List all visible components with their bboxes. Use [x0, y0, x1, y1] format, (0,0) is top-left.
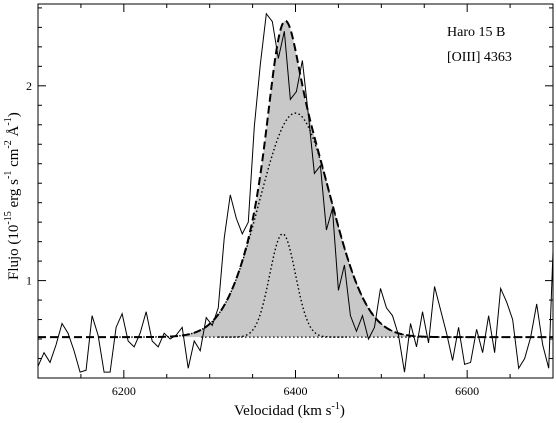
fit-area-fill	[183, 20, 408, 338]
total-fit-curve	[38, 19, 553, 339]
annotation-object: Haro 15 B	[447, 25, 505, 40]
total-fit	[38, 19, 553, 339]
annotation-line: [OIII] 4363	[447, 50, 512, 65]
x-tick-label: 6400	[284, 384, 308, 398]
x-tick-label: 6200	[112, 384, 136, 398]
y-axis-ticks: 12	[26, 7, 553, 360]
y-tick-label: 2	[26, 79, 32, 93]
fit-area	[183, 20, 408, 338]
observed-spectrum	[38, 12, 553, 373]
x-tick-label: 6600	[455, 384, 479, 398]
x-axis-label: Velocidad (km s-1)	[234, 401, 345, 419]
y-axis-label: Flujo (10-15 erg s-1 cm-2 Å-1)	[3, 112, 22, 280]
x-axis-ticks: 6200 6400 6600	[37, 4, 554, 398]
component-1-curve	[218, 233, 347, 338]
spectrum-line	[38, 12, 553, 373]
y-tick-label: 1	[26, 274, 32, 288]
